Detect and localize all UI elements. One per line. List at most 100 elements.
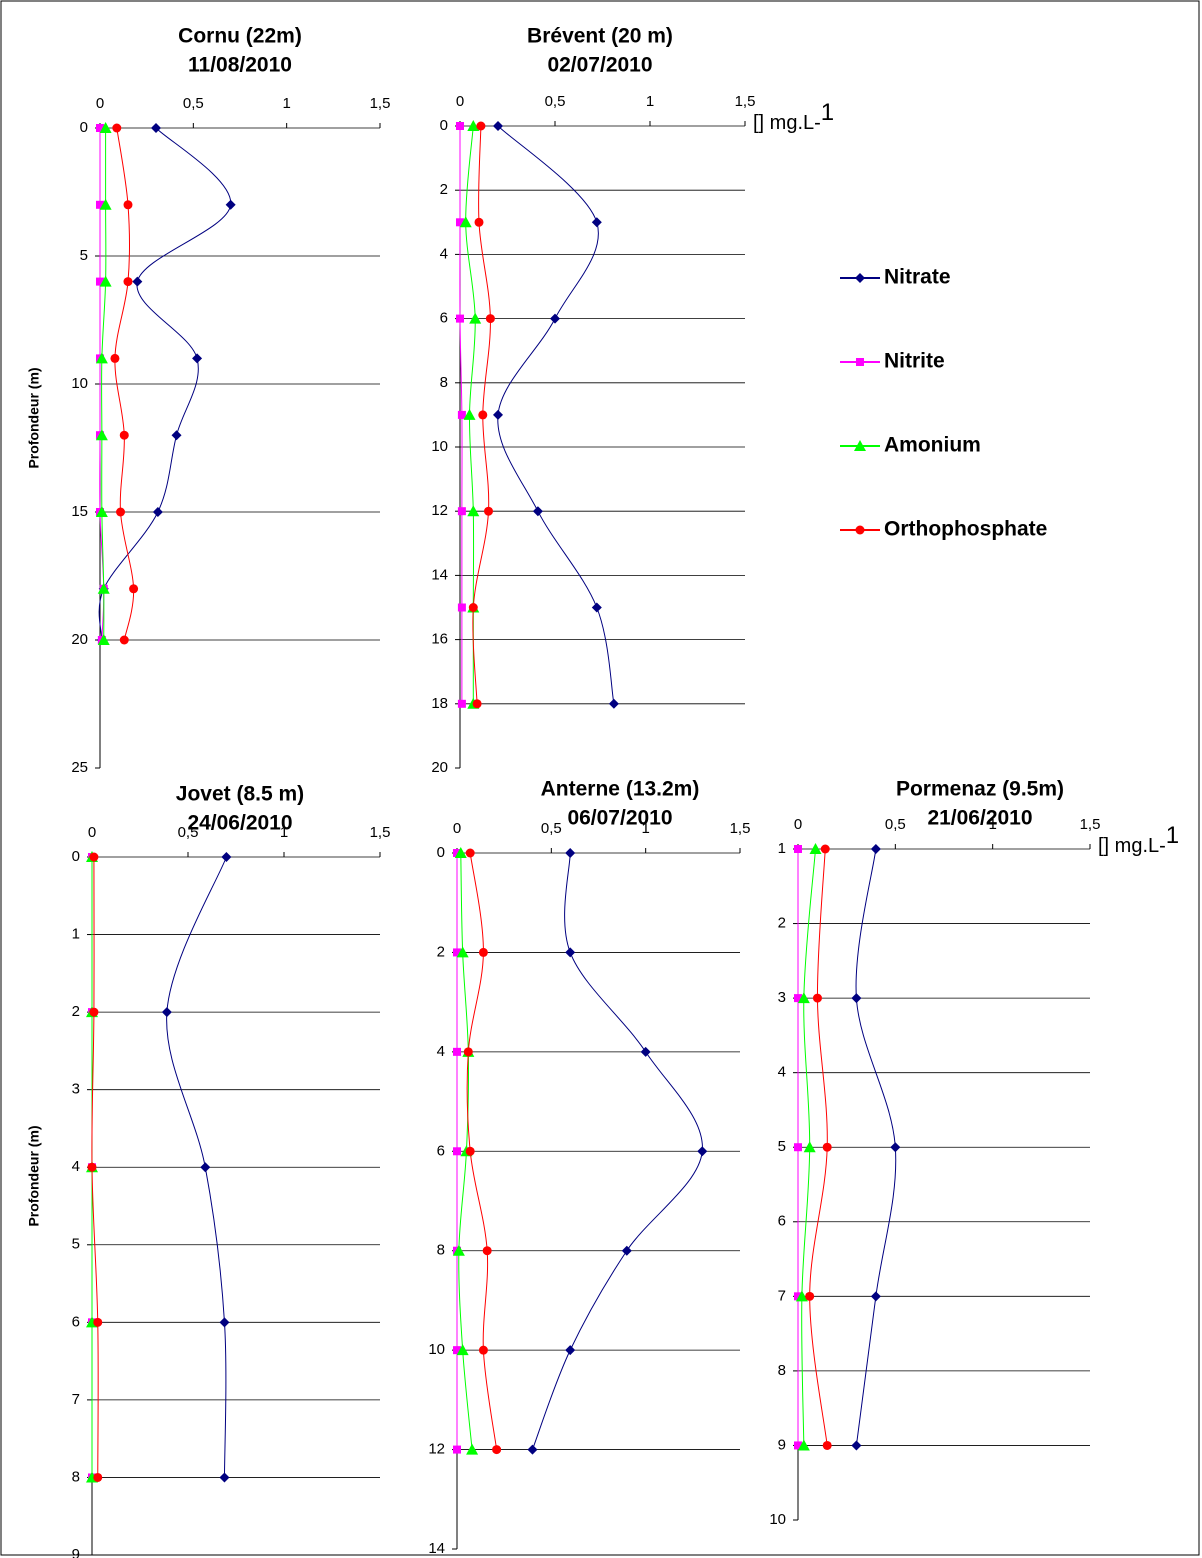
marker: [116, 507, 126, 517]
marker: [200, 1162, 211, 1173]
marker: [492, 1445, 502, 1455]
x-tick-label: 0: [96, 95, 104, 112]
x-tick-label: 1: [282, 95, 290, 112]
x-tick-label: 0,5: [545, 93, 566, 110]
y-tick-label: 0: [72, 848, 80, 865]
y-tick-label: 14: [431, 566, 448, 583]
marker: [795, 1290, 808, 1302]
legend-label: Nitrate: [884, 266, 951, 289]
marker: [453, 1147, 461, 1156]
y-tick-label: 6: [778, 1213, 786, 1230]
y-tick-label: 5: [778, 1138, 786, 1155]
y-tick-label: 0: [80, 119, 88, 136]
marker: [459, 216, 472, 228]
y-tick-label: 6: [72, 1313, 80, 1330]
marker: [794, 1292, 802, 1301]
marker: [96, 200, 104, 209]
y-tick-label: 2: [437, 943, 445, 960]
marker: [794, 1143, 802, 1152]
y-axis-label: Profondeur (m): [26, 367, 42, 468]
marker: [485, 314, 495, 324]
y-tick-label: 4: [437, 1043, 445, 1060]
marker: [93, 1472, 103, 1482]
y-tick-label: 8: [437, 1242, 445, 1259]
y-tick-label: 9: [778, 1436, 786, 1453]
y-tick-label: 12: [428, 1441, 445, 1458]
x-unit-exponent: 1: [821, 99, 834, 126]
marker: [527, 1444, 538, 1455]
marker: [123, 200, 133, 210]
x-tick-label: 1: [646, 93, 654, 110]
marker: [465, 1146, 475, 1156]
marker: [132, 276, 143, 287]
marker: [452, 1244, 465, 1256]
marker: [89, 852, 99, 862]
x-tick-label: 0: [88, 824, 96, 841]
marker: [621, 1245, 632, 1256]
y-tick-label: 2: [440, 181, 448, 198]
chart-title: Brévent (20 m): [527, 25, 673, 48]
marker: [812, 993, 822, 1003]
y-tick-label: 8: [440, 374, 448, 391]
marker: [797, 992, 810, 1004]
x-tick-label: 1: [280, 824, 288, 841]
x-tick-label: 0: [794, 816, 802, 833]
marker: [453, 1346, 461, 1355]
y-tick-label: 5: [72, 1236, 80, 1253]
marker: [453, 1047, 461, 1056]
y-tick-label: 4: [72, 1158, 80, 1175]
marker: [484, 506, 493, 516]
marker: [794, 845, 802, 853]
x-tick-label: 1,5: [370, 824, 391, 841]
marker: [457, 699, 466, 708]
marker: [112, 123, 122, 133]
y-tick-label: 7: [72, 1391, 80, 1408]
x-tick-label: 0,5: [178, 824, 199, 841]
marker: [820, 844, 830, 854]
chart-subtitle: 06/07/2010: [567, 807, 672, 830]
y-tick-label: 6: [437, 1142, 445, 1159]
x-tick-label: 1: [641, 820, 649, 837]
y-tick-label: 8: [778, 1362, 786, 1379]
marker: [697, 1146, 708, 1157]
marker: [119, 430, 129, 440]
y-tick-label: 10: [769, 1511, 786, 1528]
marker: [890, 1142, 901, 1153]
y-tick-label: 1: [72, 926, 80, 943]
y-tick-label: 20: [71, 631, 88, 648]
marker: [822, 1440, 832, 1450]
y-tick-label: 5: [80, 247, 88, 264]
marker: [794, 1441, 802, 1450]
marker: [822, 1142, 832, 1152]
x-tick-label: 1,5: [730, 820, 751, 837]
series-line: [101, 127, 107, 641]
y-tick-label: 10: [71, 375, 88, 392]
y-tick-label: 10: [428, 1341, 445, 1358]
legend-label: Orthophosphate: [884, 518, 1047, 541]
marker: [550, 313, 560, 324]
x-unit-text: [] mg.L-: [1098, 835, 1166, 857]
x-tick-label: 1,5: [735, 93, 756, 110]
marker: [467, 505, 480, 517]
marker: [96, 277, 104, 286]
marker: [463, 408, 476, 420]
y-tick-label: 14: [428, 1540, 445, 1557]
chart-subtitle: 02/07/2010: [547, 54, 652, 77]
y-tick-label: 8: [72, 1468, 80, 1485]
marker: [119, 635, 129, 645]
marker: [89, 1007, 99, 1017]
x-tick-label: 0,5: [183, 95, 204, 112]
marker: [457, 507, 466, 516]
y-tick-label: 4: [440, 245, 448, 262]
marker: [171, 430, 182, 441]
marker: [99, 275, 112, 287]
marker: [493, 121, 503, 131]
marker: [99, 198, 112, 210]
marker: [803, 1141, 816, 1153]
chart-title: Pormenaz (9.5m): [896, 778, 1064, 801]
y-tick-label: 4: [778, 1064, 786, 1081]
marker: [456, 122, 464, 130]
marker: [456, 314, 464, 323]
marker: [469, 312, 482, 324]
marker: [456, 1344, 469, 1356]
